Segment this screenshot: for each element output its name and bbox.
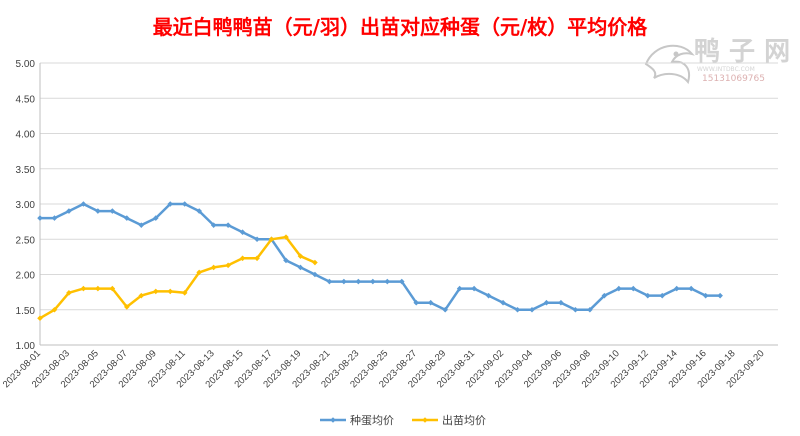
data-point [688,285,694,292]
data-point [413,299,420,306]
chart-title: 最近白鸭鸭苗（元/羽）出苗对应种蛋（元/枚）平均价格 [153,15,649,39]
data-point [514,306,521,313]
data-point [95,208,101,214]
series-line [40,202,721,312]
data-point [268,236,275,243]
data-point [297,253,304,259]
data-point [601,292,608,299]
data-point [297,264,304,271]
data-point [529,306,535,313]
data-point [37,315,43,322]
data-point [471,285,477,292]
data-point [225,262,231,269]
data-point [630,285,637,292]
legend-marker [330,417,336,423]
duck-logo-icon [644,44,695,85]
watermark: 鸭 子 网 WWW.INTDBC.COM 15131069765 [644,37,790,85]
data-point [312,271,318,278]
data-point [138,292,145,299]
data-point [196,208,202,214]
y-tick-label: 3.00 [16,200,36,211]
y-tick-label: 2.50 [16,235,36,246]
y-tick-label: 1.50 [16,306,36,317]
data-point [196,269,202,276]
data-point [398,278,405,285]
data-point [254,236,260,243]
data-point [181,201,188,207]
data-point [341,278,347,285]
data-point [124,304,130,310]
data-point [152,288,159,295]
data-point [51,215,58,221]
data-point [500,299,506,306]
data-point [181,290,188,296]
data-point [283,234,289,240]
data-point [659,292,666,299]
data-point [152,215,159,221]
watermark-site: WWW.INTDBC.COM [697,66,755,73]
data-point [37,215,43,221]
data-point [239,229,246,235]
data-point [644,292,651,299]
data-point [124,215,130,221]
data-point [370,278,376,285]
series-egg-price [37,201,723,313]
data-point [485,292,492,299]
data-point [384,278,391,285]
data-point [702,292,709,299]
data-point [167,201,174,207]
y-tick-label: 4.00 [16,130,36,141]
data-point [138,222,145,228]
data-point [456,285,463,292]
data-point [283,257,289,264]
y-tick-label: 2.00 [16,271,36,282]
series-line [39,235,316,320]
data-point [210,264,217,271]
data-point [312,259,318,266]
data-point [95,285,101,292]
legend-label: 出苗均价 [442,413,486,427]
data-point [442,306,448,313]
data-point [355,278,362,285]
data-point [51,306,58,313]
watermark-phone: 15131069765 [702,74,765,84]
data-point [109,208,116,214]
data-point [587,306,593,313]
y-tick-label: 4.50 [16,94,36,105]
legend-marker [422,417,428,423]
data-point [717,292,723,299]
data-point [543,299,550,306]
data-point [326,278,333,285]
data-point [80,201,87,207]
data-point [66,290,72,296]
y-tick-label: 5.00 [16,59,36,70]
data-point [80,285,87,292]
data-point [239,255,246,262]
data-point [572,306,579,313]
data-point [673,285,680,292]
watermark-brand: 鸭 子 网 [694,37,790,67]
data-point [167,288,174,295]
data-point [109,285,116,292]
legend-label: 种蛋均价 [350,413,394,427]
data-point [427,299,434,306]
data-point [210,222,217,228]
data-point [254,255,260,262]
data-point [66,208,72,214]
series-duckling-price [37,234,318,322]
legend: 种蛋均价 出苗均价 [320,413,486,427]
data-point [616,285,622,292]
data-point [558,299,564,306]
data-point [225,222,231,228]
y-tick-label: 3.50 [16,165,36,176]
y-tick-label: 1.00 [16,341,36,352]
